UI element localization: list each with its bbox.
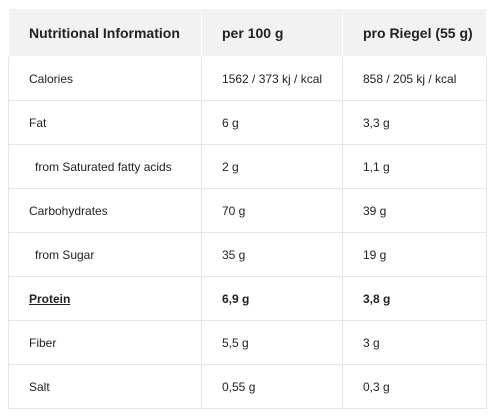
table-row-fat: Fat 6 g 3,3 g <box>8 100 487 145</box>
row-per100: 2 g <box>201 144 343 189</box>
row-per100: 6,9 g <box>201 276 343 321</box>
row-label: Fiber <box>8 320 202 365</box>
table-row-carbohydrates: Carbohydrates 70 g 39 g <box>8 188 487 233</box>
nutrition-table: Nutritional Information per 100 g pro Ri… <box>8 8 487 409</box>
row-per-bar: 1,1 g <box>342 144 487 189</box>
nutrition-table-container: Nutritional Information per 100 g pro Ri… <box>8 8 487 409</box>
row-per-bar: 3 g <box>342 320 487 365</box>
row-per-bar: 3,8 g <box>342 276 487 321</box>
header-nutritional-information: Nutritional Information <box>8 8 202 57</box>
row-label: Calories <box>8 56 202 101</box>
table-row-fiber: Fiber 5,5 g 3 g <box>8 320 487 365</box>
row-per100: 5,5 g <box>201 320 343 365</box>
row-label: Protein <box>8 276 202 321</box>
table-row-saturated-fatty-acids: from Saturated fatty acids 2 g 1,1 g <box>8 144 487 189</box>
row-per100: 6 g <box>201 100 343 145</box>
table-header-row: Nutritional Information per 100 g pro Ri… <box>8 8 487 57</box>
header-per-100g: per 100 g <box>201 8 343 57</box>
table-row-salt: Salt 0,55 g 0,3 g <box>8 364 487 409</box>
row-label: Salt <box>8 364 202 409</box>
table-row-calories: Calories 1562 / 373 kj / kcal 858 / 205 … <box>8 56 487 101</box>
row-per-bar: 858 / 205 kj / kcal <box>342 56 487 101</box>
row-per-bar: 0,3 g <box>342 364 487 409</box>
table-row-protein: Protein 6,9 g 3,8 g <box>8 276 487 321</box>
row-label: from Sugar <box>8 232 202 277</box>
protein-label: Protein <box>29 291 71 306</box>
table-row-sugar: from Sugar 35 g 19 g <box>8 232 487 277</box>
row-per100: 0,55 g <box>201 364 343 409</box>
row-per100: 35 g <box>201 232 343 277</box>
row-label: Fat <box>8 100 202 145</box>
row-per-bar: 3,3 g <box>342 100 487 145</box>
header-per-bar: pro Riegel (55 g) <box>342 8 487 57</box>
row-per100: 70 g <box>201 188 343 233</box>
row-label: from Saturated fatty acids <box>8 144 202 189</box>
row-per100: 1562 / 373 kj / kcal <box>201 56 343 101</box>
row-label: Carbohydrates <box>8 188 202 233</box>
row-per-bar: 39 g <box>342 188 487 233</box>
row-per-bar: 19 g <box>342 232 487 277</box>
